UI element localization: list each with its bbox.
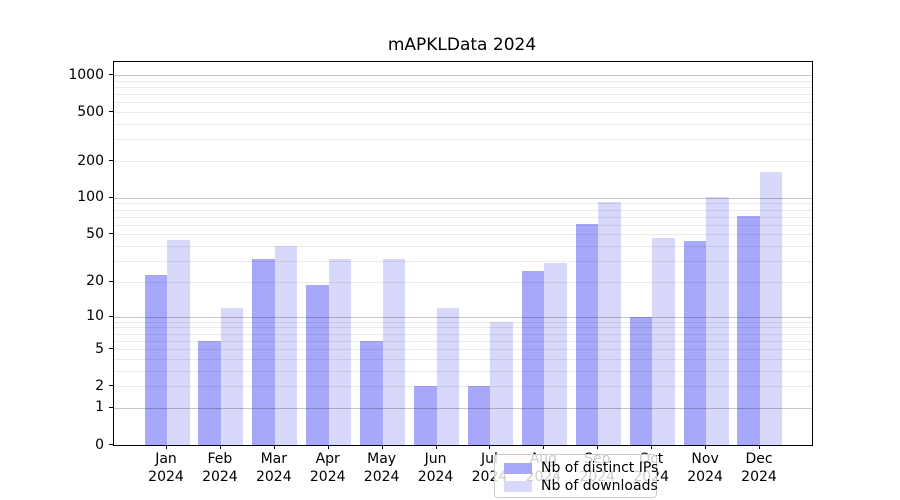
bar-distinct-ips [198, 340, 221, 445]
y-tick-label: 10 [86, 308, 104, 325]
bar-distinct-ips [306, 284, 329, 445]
bar-downloads [759, 171, 783, 445]
bar-distinct-ips [629, 316, 653, 445]
y-tick-label: 50 [86, 225, 104, 242]
bar-downloads [220, 307, 244, 445]
y-tick-label: 1000 [68, 66, 104, 83]
bar-distinct-ips [737, 216, 760, 445]
y-tick-label: 200 [77, 152, 104, 169]
x-tick-year: 2024 [363, 469, 400, 485]
x-tick-month: Jan [155, 451, 177, 467]
bar-distinct-ips [575, 224, 599, 445]
legend-swatch [504, 481, 532, 492]
bar-distinct-ips [360, 340, 383, 445]
y-axis: 0 1 2 5 10 20 50 100 200 500 1000 [0, 61, 113, 453]
bar-distinct-ips [144, 274, 167, 445]
x-tick-mark [705, 445, 707, 449]
x-tick-label: Jan 2024 [136, 450, 196, 486]
bar-downloads [382, 259, 406, 445]
bar-downloads [328, 259, 352, 445]
x-tick-label: Nov 2024 [675, 450, 735, 486]
bar-downloads [436, 307, 460, 445]
bar-downloads [706, 196, 729, 445]
x-tick-label: Apr 2024 [298, 450, 358, 486]
legend-item: Nb of distinct IPs [504, 460, 658, 477]
y-tick-mark [109, 385, 113, 386]
legend-label: Nb of downloads [541, 478, 658, 494]
x-tick-label: Feb 2024 [190, 450, 250, 486]
y-tick-mark [109, 316, 113, 317]
y-tick-label: 2 [95, 377, 104, 394]
x-tick-label: Jun 2024 [406, 450, 466, 486]
y-tick-mark [109, 74, 113, 75]
x-tick-year: 2024 [687, 469, 723, 485]
bar-downloads [544, 262, 567, 445]
y-tick-mark [109, 348, 113, 349]
y-tick-label: 5 [95, 340, 104, 357]
y-tick-label: 0 [95, 436, 104, 453]
x-tick-mark [543, 445, 545, 449]
bar-distinct-ips [467, 386, 491, 445]
bar-distinct-ips [683, 241, 707, 445]
x-tick-month: Dec [745, 451, 773, 467]
x-axis: Jan 2024 Feb 2024 Mar 2024 Apr 2024 May 2024 Jun 20… [113, 444, 811, 494]
legend-item: Nb of downloads [504, 478, 658, 495]
y-tick-label: 1 [95, 399, 104, 416]
x-tick-month: May [367, 451, 397, 467]
y-tick-mark [109, 233, 113, 234]
bar-downloads [598, 201, 621, 445]
x-tick-year: 2024 [309, 469, 346, 485]
x-tick-mark [651, 445, 653, 449]
x-tick-year: 2024 [148, 469, 184, 485]
chart-title: mAPKLData 2024 [387, 35, 537, 55]
legend-swatch [504, 463, 532, 474]
x-tick-mark [381, 445, 383, 449]
y-tick-mark [109, 281, 113, 282]
legend: Nb of distinct IPs Nb of downloads [494, 454, 658, 498]
bars-layer [114, 62, 812, 445]
legend-label: Nb of distinct IPs [541, 460, 659, 476]
x-tick-month: Feb [207, 451, 233, 467]
bar-downloads [167, 240, 190, 445]
x-tick-mark [327, 445, 329, 449]
x-tick-label: Mar 2024 [244, 450, 304, 486]
y-tick-mark [109, 111, 113, 112]
y-tick-label: 20 [86, 273, 104, 290]
x-tick-month: Mar [260, 451, 288, 467]
bar-downloads [490, 321, 513, 445]
plot-area: Nb of distinct IPs Nb of downloads [113, 61, 813, 498]
x-tick-mark [219, 445, 221, 449]
x-tick-mark [166, 445, 167, 449]
x-tick-month: Apr [315, 451, 340, 467]
y-tick-mark [109, 197, 113, 198]
x-tick-year: 2024 [417, 469, 454, 485]
x-tick-year: 2024 [202, 469, 238, 485]
x-tick-year: 2024 [741, 469, 777, 485]
x-tick-month: Jun [424, 451, 447, 467]
bar-downloads [652, 237, 675, 445]
x-tick-label: May 2024 [352, 450, 412, 486]
y-tick-mark [109, 160, 113, 161]
x-tick-mark [435, 445, 437, 449]
x-tick-mark [758, 445, 760, 449]
x-tick-month: Jul [481, 451, 498, 467]
x-tick-mark [489, 445, 491, 449]
y-tick-mark [109, 407, 113, 408]
x-tick-label: Dec 2024 [729, 450, 789, 486]
y-tick-label: 100 [77, 189, 104, 206]
y-tick-mark [109, 444, 113, 445]
x-tick-year: 2024 [255, 469, 292, 485]
bar-distinct-ips [252, 259, 275, 445]
x-tick-month: Nov [691, 451, 719, 467]
bar-downloads [274, 246, 298, 445]
bar-distinct-ips [521, 270, 545, 445]
x-tick-mark [597, 445, 599, 449]
y-tick-label: 500 [77, 103, 104, 120]
x-tick-mark [273, 445, 275, 449]
bar-distinct-ips [414, 386, 437, 445]
